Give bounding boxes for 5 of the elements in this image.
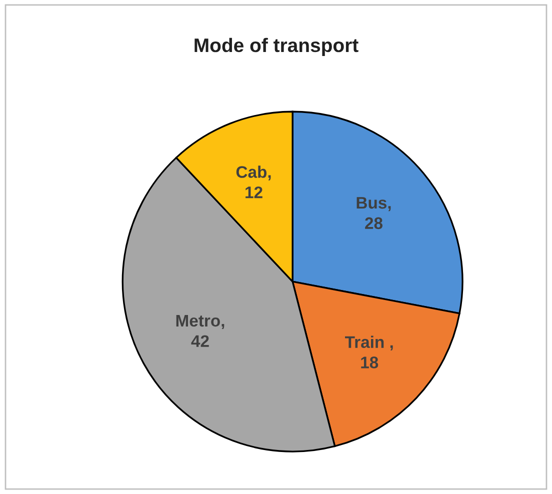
slice-label: Metro, 42 bbox=[176, 315, 224, 347]
slice-label: Bus, 28 bbox=[356, 197, 391, 230]
slice-label: Cab, 12 bbox=[236, 166, 271, 198]
chart-title: Mode of transport bbox=[194, 38, 358, 56]
slice-label: Train , 18 bbox=[345, 336, 393, 368]
